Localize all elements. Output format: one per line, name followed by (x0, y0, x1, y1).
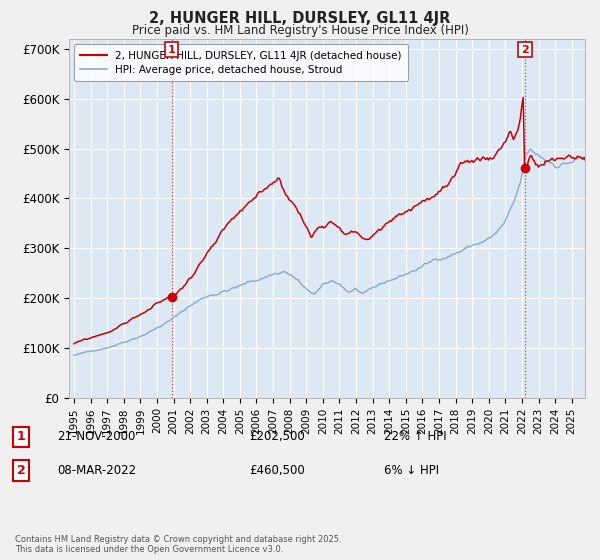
Text: £202,500: £202,500 (249, 430, 305, 444)
Text: 1: 1 (168, 45, 176, 54)
Text: 2: 2 (521, 45, 529, 54)
Legend: 2, HUNGER HILL, DURSLEY, GL11 4JR (detached house), HPI: Average price, detached: 2, HUNGER HILL, DURSLEY, GL11 4JR (detac… (74, 44, 407, 81)
Text: 08-MAR-2022: 08-MAR-2022 (57, 464, 136, 477)
Text: Price paid vs. HM Land Registry's House Price Index (HPI): Price paid vs. HM Land Registry's House … (131, 24, 469, 36)
Text: 22% ↑ HPI: 22% ↑ HPI (384, 430, 446, 444)
Text: 6% ↓ HPI: 6% ↓ HPI (384, 464, 439, 477)
Text: 2, HUNGER HILL, DURSLEY, GL11 4JR: 2, HUNGER HILL, DURSLEY, GL11 4JR (149, 11, 451, 26)
Text: 1: 1 (17, 430, 25, 444)
Text: Contains HM Land Registry data © Crown copyright and database right 2025.
This d: Contains HM Land Registry data © Crown c… (15, 535, 341, 554)
Text: 2: 2 (17, 464, 25, 477)
Text: £460,500: £460,500 (249, 464, 305, 477)
Text: 21-NOV-2000: 21-NOV-2000 (57, 430, 136, 444)
